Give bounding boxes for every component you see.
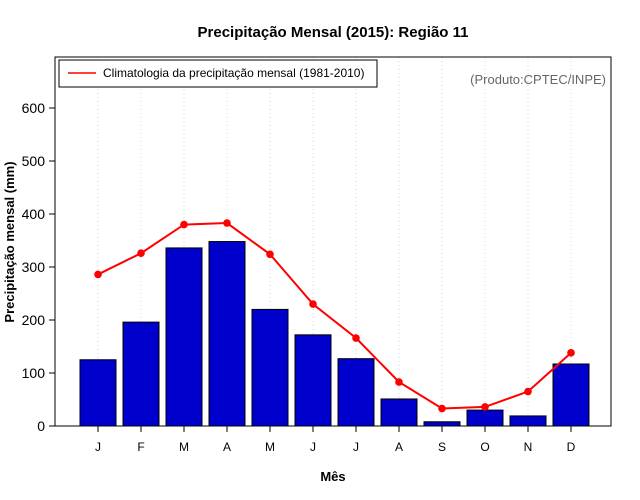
bar [509, 415, 547, 427]
climatology-point [137, 249, 145, 258]
legend-box [58, 59, 378, 88]
x-axis-title: Mês [320, 469, 345, 484]
y-tick-label: 300 [22, 259, 46, 275]
climatology-line [97, 221, 572, 410]
y-tick-label: 600 [22, 100, 46, 116]
climatology-point [94, 270, 102, 279]
plot-frame [54, 56, 612, 427]
climatology-point [524, 387, 532, 396]
legend: Climatologia da precipitação mensal (198… [58, 59, 378, 88]
bar [251, 308, 289, 427]
x-tick-label: M [265, 440, 275, 454]
climatology-point [223, 219, 231, 227]
x-tick-label: F [137, 440, 144, 454]
x-tick-label: A [223, 440, 231, 454]
y-tick-label: 0 [37, 418, 45, 434]
climatology-point [309, 300, 317, 308]
y-tick-label: 500 [22, 153, 46, 169]
bar [466, 409, 504, 427]
climatology-point [180, 220, 188, 229]
bar [423, 421, 461, 427]
climatology-point [352, 334, 360, 342]
x-tick-label: J [95, 440, 101, 454]
climatology-point [438, 404, 446, 413]
x-tick-label: M [179, 440, 189, 454]
y-axis-title: Precipitação mensal (mm) [2, 161, 17, 322]
climatology-point [395, 378, 403, 386]
climatology-point [266, 250, 274, 259]
y-tick-label: 400 [22, 206, 46, 222]
x-tick-label: O [480, 440, 489, 454]
credit-text: (Produto:CPTEC/INPE) [470, 72, 606, 87]
climatology-point [567, 349, 575, 357]
bar [380, 398, 418, 427]
bar [122, 321, 160, 427]
bar [165, 247, 203, 427]
bar-series [79, 241, 590, 427]
chart-title: Precipitação Mensal (2015): Região 11 [198, 24, 469, 41]
bar [208, 241, 246, 427]
legend-label: Climatologia da precipitação mensal (198… [103, 66, 364, 80]
x-tick-label: S [438, 440, 446, 454]
y-tick-label: 200 [22, 312, 46, 328]
x-tick-label: J [353, 440, 359, 454]
bar [552, 363, 590, 427]
y-tick-label: 100 [22, 365, 46, 381]
climatology-point [481, 403, 489, 411]
bar [79, 359, 117, 427]
x-tick-label: A [395, 440, 403, 454]
bar [337, 358, 375, 427]
x-tick-label: D [567, 440, 576, 454]
bar [294, 334, 332, 427]
line-series [94, 219, 575, 413]
x-tick-label: N [524, 440, 533, 454]
y-axis: 0 100 200 300 400 500 600 [22, 100, 55, 434]
x-tick-label: J [310, 440, 316, 454]
